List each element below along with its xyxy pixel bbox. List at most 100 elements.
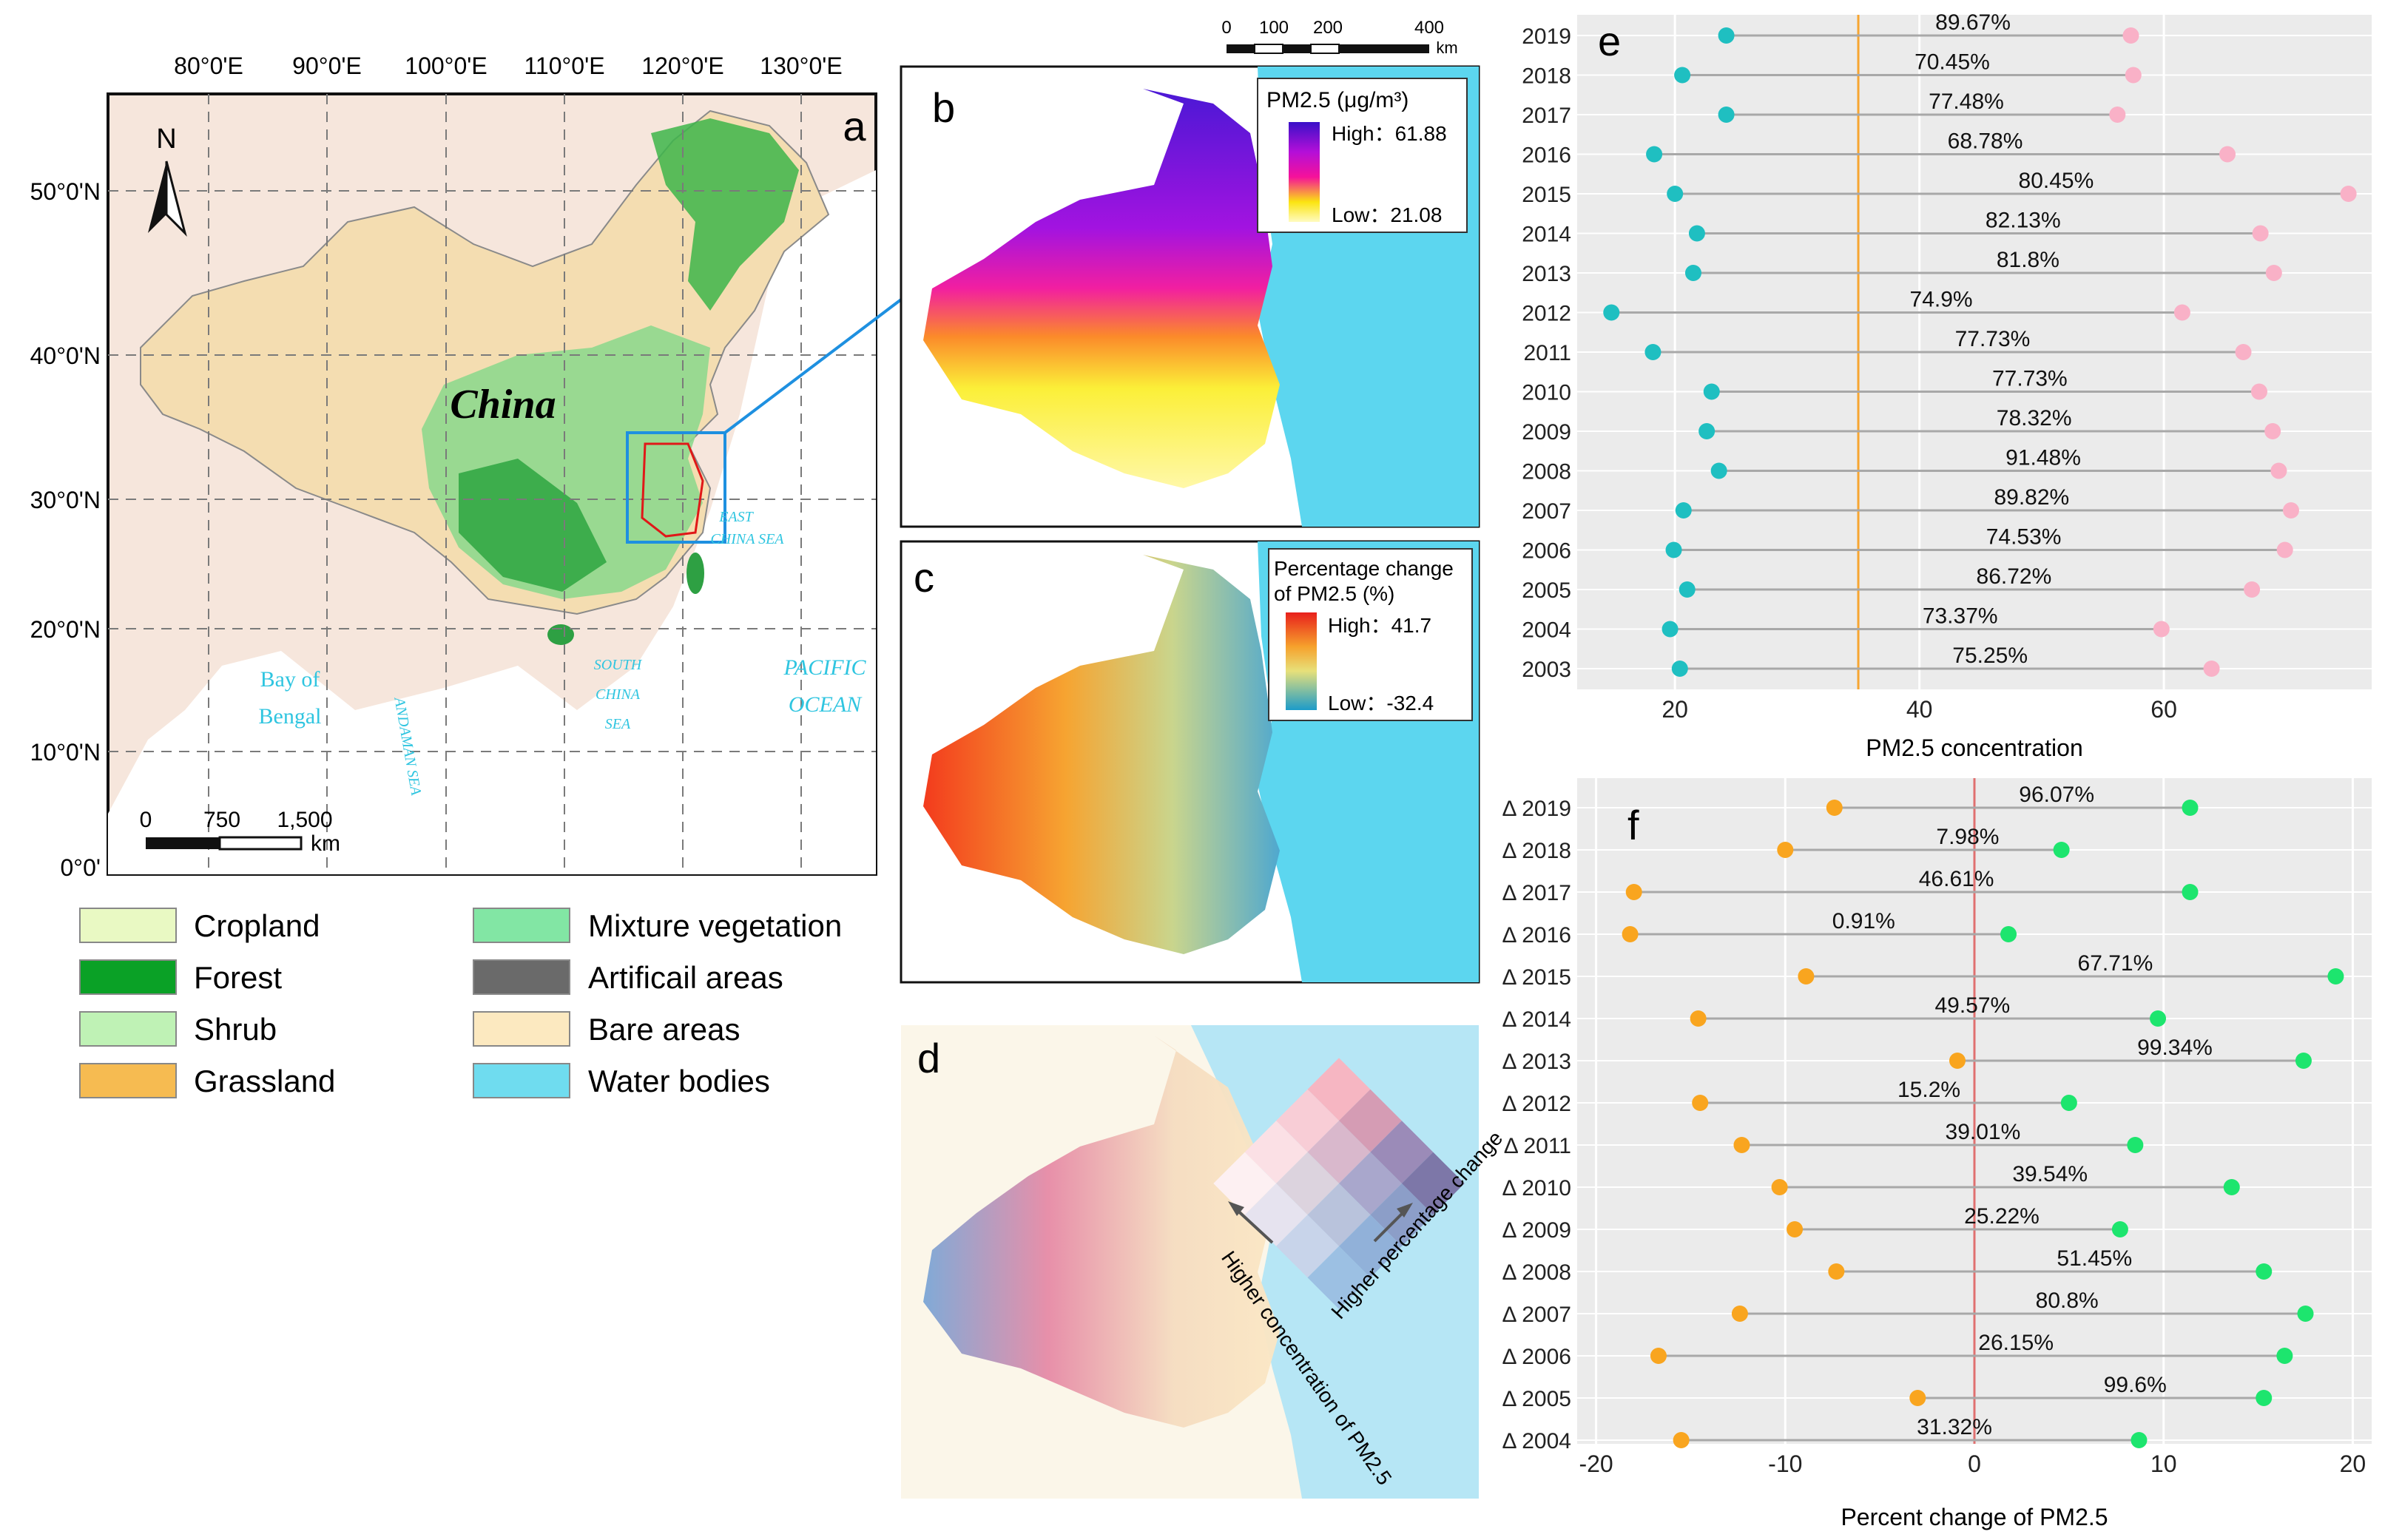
f-pct-label: 46.61% [1919, 867, 1994, 891]
f-pct-label: 15.2% [1897, 1078, 1960, 1102]
graticule [108, 94, 876, 874]
f-category-label: Δ 2010 [1502, 1176, 1571, 1200]
e-category-label: 2019 [1522, 24, 1571, 49]
f-high-point [2256, 1263, 2273, 1280]
f-low-point [1692, 1095, 1709, 1111]
f-pct-label: 39.54% [2012, 1162, 2088, 1186]
f-low-point [1673, 1432, 1690, 1448]
f-high-point [2150, 1010, 2167, 1027]
scs-label-1: SOUTH [594, 657, 643, 673]
e-low-point [1674, 67, 1691, 84]
panel-b-legend-title: PM2.5 (μg/m³) [1266, 88, 1409, 112]
e-pct-label: 74.9% [1910, 288, 1973, 312]
f-low-point [1798, 968, 1815, 985]
f-pct-label: 25.22% [1964, 1204, 2040, 1229]
f-category-label: Δ 2008 [1502, 1260, 1571, 1285]
e-category-label: 2015 [1522, 183, 1571, 207]
scs-label-2: CHINA [596, 686, 641, 703]
e-pct-label: 73.37% [1923, 604, 1998, 629]
panel-e-label: e [1598, 18, 1621, 64]
panel-a-ocean [108, 170, 876, 874]
e-high-point [2125, 67, 2142, 84]
legend-swatch-grassland [79, 1063, 177, 1098]
lon-tick-90: 90°0'E [292, 53, 362, 79]
bay-label-2: Bengal [259, 704, 322, 729]
e-category-label: 2011 [1523, 341, 1571, 365]
e-low-point [1688, 225, 1705, 242]
panel-b-map: b PM2.5 (μg/m³) High：61.88 Low：21.08 0 1… [900, 18, 1480, 528]
legend-label-mixture: Mixture vegetation [588, 908, 842, 943]
f-category-label: Δ 2013 [1502, 1050, 1571, 1074]
f-pct-label: 80.8% [2036, 1289, 2099, 1313]
panel-f-marks: 96.07% 7.98% 46.61% 0.91% 67.71% 49.57% 99.34%… [1622, 783, 2344, 1448]
f-category-label: Δ 2018 [1502, 839, 1571, 863]
e-low-point [1644, 344, 1662, 360]
arrow-concentration-icon [1232, 1206, 1274, 1244]
panel-b-colorbar [1289, 122, 1320, 222]
e-high-point [2153, 621, 2170, 638]
f-category-label: Δ 2012 [1502, 1092, 1571, 1116]
study-area-outline [641, 442, 704, 538]
f-pct-label: 7.98% [1936, 825, 1999, 849]
scale-a-unit: km [311, 831, 340, 856]
panel-a-label: a [843, 103, 866, 149]
panel-b-low: Low：21.08 [1332, 203, 1442, 226]
e-high-point [2252, 225, 2269, 242]
panel-f-label: f [1627, 802, 1639, 848]
f-high-point [2053, 842, 2070, 858]
bay-label-1: Bay of [260, 667, 320, 692]
f-xtick-label: 10 [2150, 1450, 2177, 1477]
e-category-label: 2016 [1522, 143, 1571, 168]
e-pct-label: 82.13% [1986, 209, 2061, 233]
panel-e-chart: 20 40 60 2019 2018 2017 2016 2015 2014 2013 2012 20… [1522, 10, 2372, 761]
panel-e-marks: 89.67% 70.45% 77.48% 68.78% 80.45% 82.13% 81.8… [1603, 10, 2357, 677]
panel-c-low: Low：-32.4 [1328, 692, 1434, 715]
panel-b-label: b [932, 84, 955, 131]
f-category-label: Δ 2019 [1502, 797, 1571, 821]
scale-a-1500: 1,500 [277, 808, 332, 832]
e-low-point [1718, 107, 1735, 123]
f-high-point [2297, 1306, 2314, 1322]
lat-tick-10: 10°0'N [30, 739, 101, 766]
lon-tick-100: 100°0'E [405, 53, 487, 79]
e-low-point [1710, 462, 1727, 479]
legend-label-water: Water bodies [588, 1064, 770, 1098]
country-label: China [450, 382, 556, 428]
f-pct-label: 39.01% [1946, 1120, 2021, 1144]
e-pct-label: 77.48% [1929, 90, 2004, 114]
scale-b-400: 400 [1414, 18, 1444, 38]
lon-tick-130: 130°0'E [760, 53, 842, 79]
f-high-point [2276, 1348, 2293, 1364]
f-pct-label: 67.71% [2078, 951, 2153, 976]
e-high-point [2250, 383, 2267, 400]
e-category-label: 2007 [1522, 499, 1571, 524]
e-xtick-label: 40 [1906, 696, 1933, 723]
panel-c-label: c [914, 554, 934, 601]
e-low-point [1662, 621, 1679, 638]
e-pct-label: 89.82% [1994, 485, 2069, 510]
f-high-point [2000, 926, 2017, 942]
lon-tick-80: 80°0'E [174, 53, 243, 79]
f-low-point [1828, 1263, 1845, 1280]
e-pct-label: 77.73% [1955, 327, 2031, 351]
f-high-point [2182, 800, 2199, 816]
panel-f-chart: -20 -10 0 10 20 Δ 2019 Δ 2018 Δ 2017 Δ 2016 Δ 201… [1502, 778, 2372, 1530]
e-category-label: 2013 [1522, 262, 1571, 286]
f-category-label: Δ 2011 [1504, 1134, 1571, 1158]
scale-b-0: 0 [1221, 18, 1231, 38]
lat-tick-20: 20°0'N [30, 616, 101, 643]
lon-tick-120: 120°0'E [641, 53, 723, 79]
f-pct-label: 96.07% [2019, 783, 2094, 807]
e-category-label: 2004 [1522, 618, 1571, 643]
landcover-legend: Cropland Forest Shrub Grassland Mixture … [79, 908, 842, 1098]
f-high-point [2256, 1390, 2273, 1406]
f-low-point [1731, 1306, 1748, 1322]
f-high-point [2131, 1432, 2148, 1448]
f-high-point [2060, 1095, 2077, 1111]
north-label: N [156, 124, 176, 155]
e-category-label: 2003 [1522, 658, 1571, 682]
f-xtick-label: 0 [1968, 1450, 1981, 1477]
panel-c-region [923, 555, 1280, 954]
legend-swatch-shrub [79, 1011, 177, 1047]
